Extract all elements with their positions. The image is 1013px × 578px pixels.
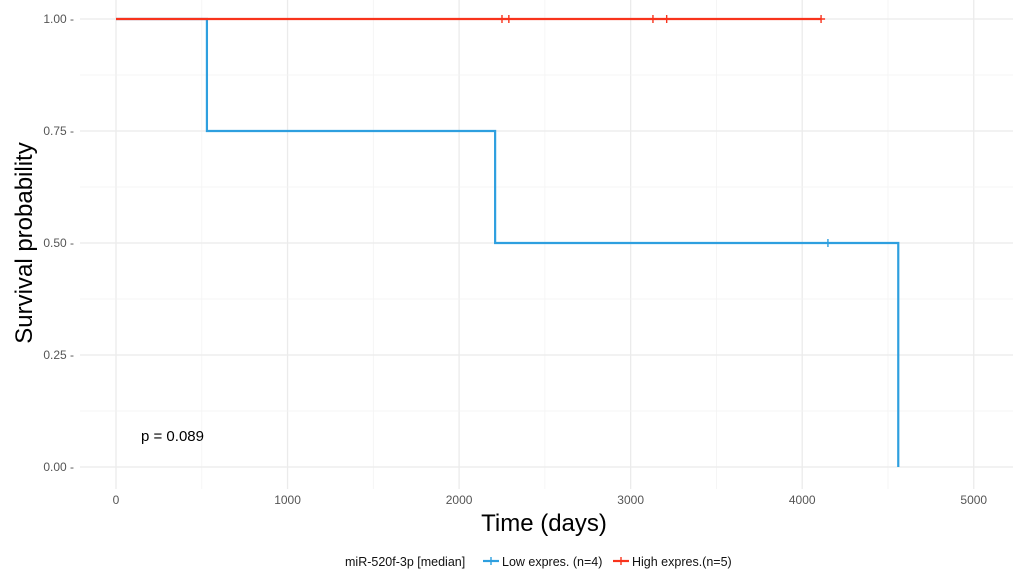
censor-mark	[662, 15, 671, 23]
y-tick-label: 0.00 -	[43, 460, 74, 474]
plot-panel	[80, 0, 1013, 489]
censor-mark	[823, 239, 832, 247]
legend-label: Low expres. (n=4)	[502, 555, 602, 569]
y-tick-label: 0.50 -	[43, 236, 74, 250]
series-layer	[116, 15, 900, 467]
legend-items: Low expres. (n=4) High expres.(n=5)	[483, 555, 732, 569]
x-tick-label: 1000	[274, 493, 301, 507]
legend-item: Low expres. (n=4)	[483, 555, 602, 569]
legend-title: miR-520f-3p [median]	[345, 555, 465, 569]
y-tick-label: 1.00 -	[43, 12, 74, 26]
censor-mark	[817, 15, 826, 23]
x-axis: 0 1000 2000 3000 4000 5000	[113, 493, 988, 507]
x-tick-label: 4000	[789, 493, 816, 507]
censor-mark	[497, 15, 506, 23]
censor-mark	[504, 15, 513, 23]
grid	[80, 0, 1013, 489]
p-value-annotation: p = 0.089	[141, 428, 204, 445]
x-axis-title: Time (days)	[481, 510, 607, 537]
x-tick-label: 2000	[446, 493, 473, 507]
legend: miR-520f-3p [median] Low expres. (n=4) Hi…	[345, 555, 732, 569]
y-tick-label: 0.75 -	[43, 124, 74, 138]
legend-item: High expres.(n=5)	[613, 555, 732, 569]
x-tick-label: 3000	[617, 493, 644, 507]
y-tick-label: 0.25 -	[43, 348, 74, 362]
y-axis-title: Survival probability	[11, 142, 38, 343]
y-axis: 0.00 - 0.25 - 0.50 - 0.75 - 1.00 -	[43, 12, 74, 474]
censor-mark	[648, 15, 657, 23]
legend-label: High expres.(n=5)	[632, 555, 732, 569]
x-tick-label: 0	[113, 493, 120, 507]
x-tick-label: 5000	[960, 493, 987, 507]
